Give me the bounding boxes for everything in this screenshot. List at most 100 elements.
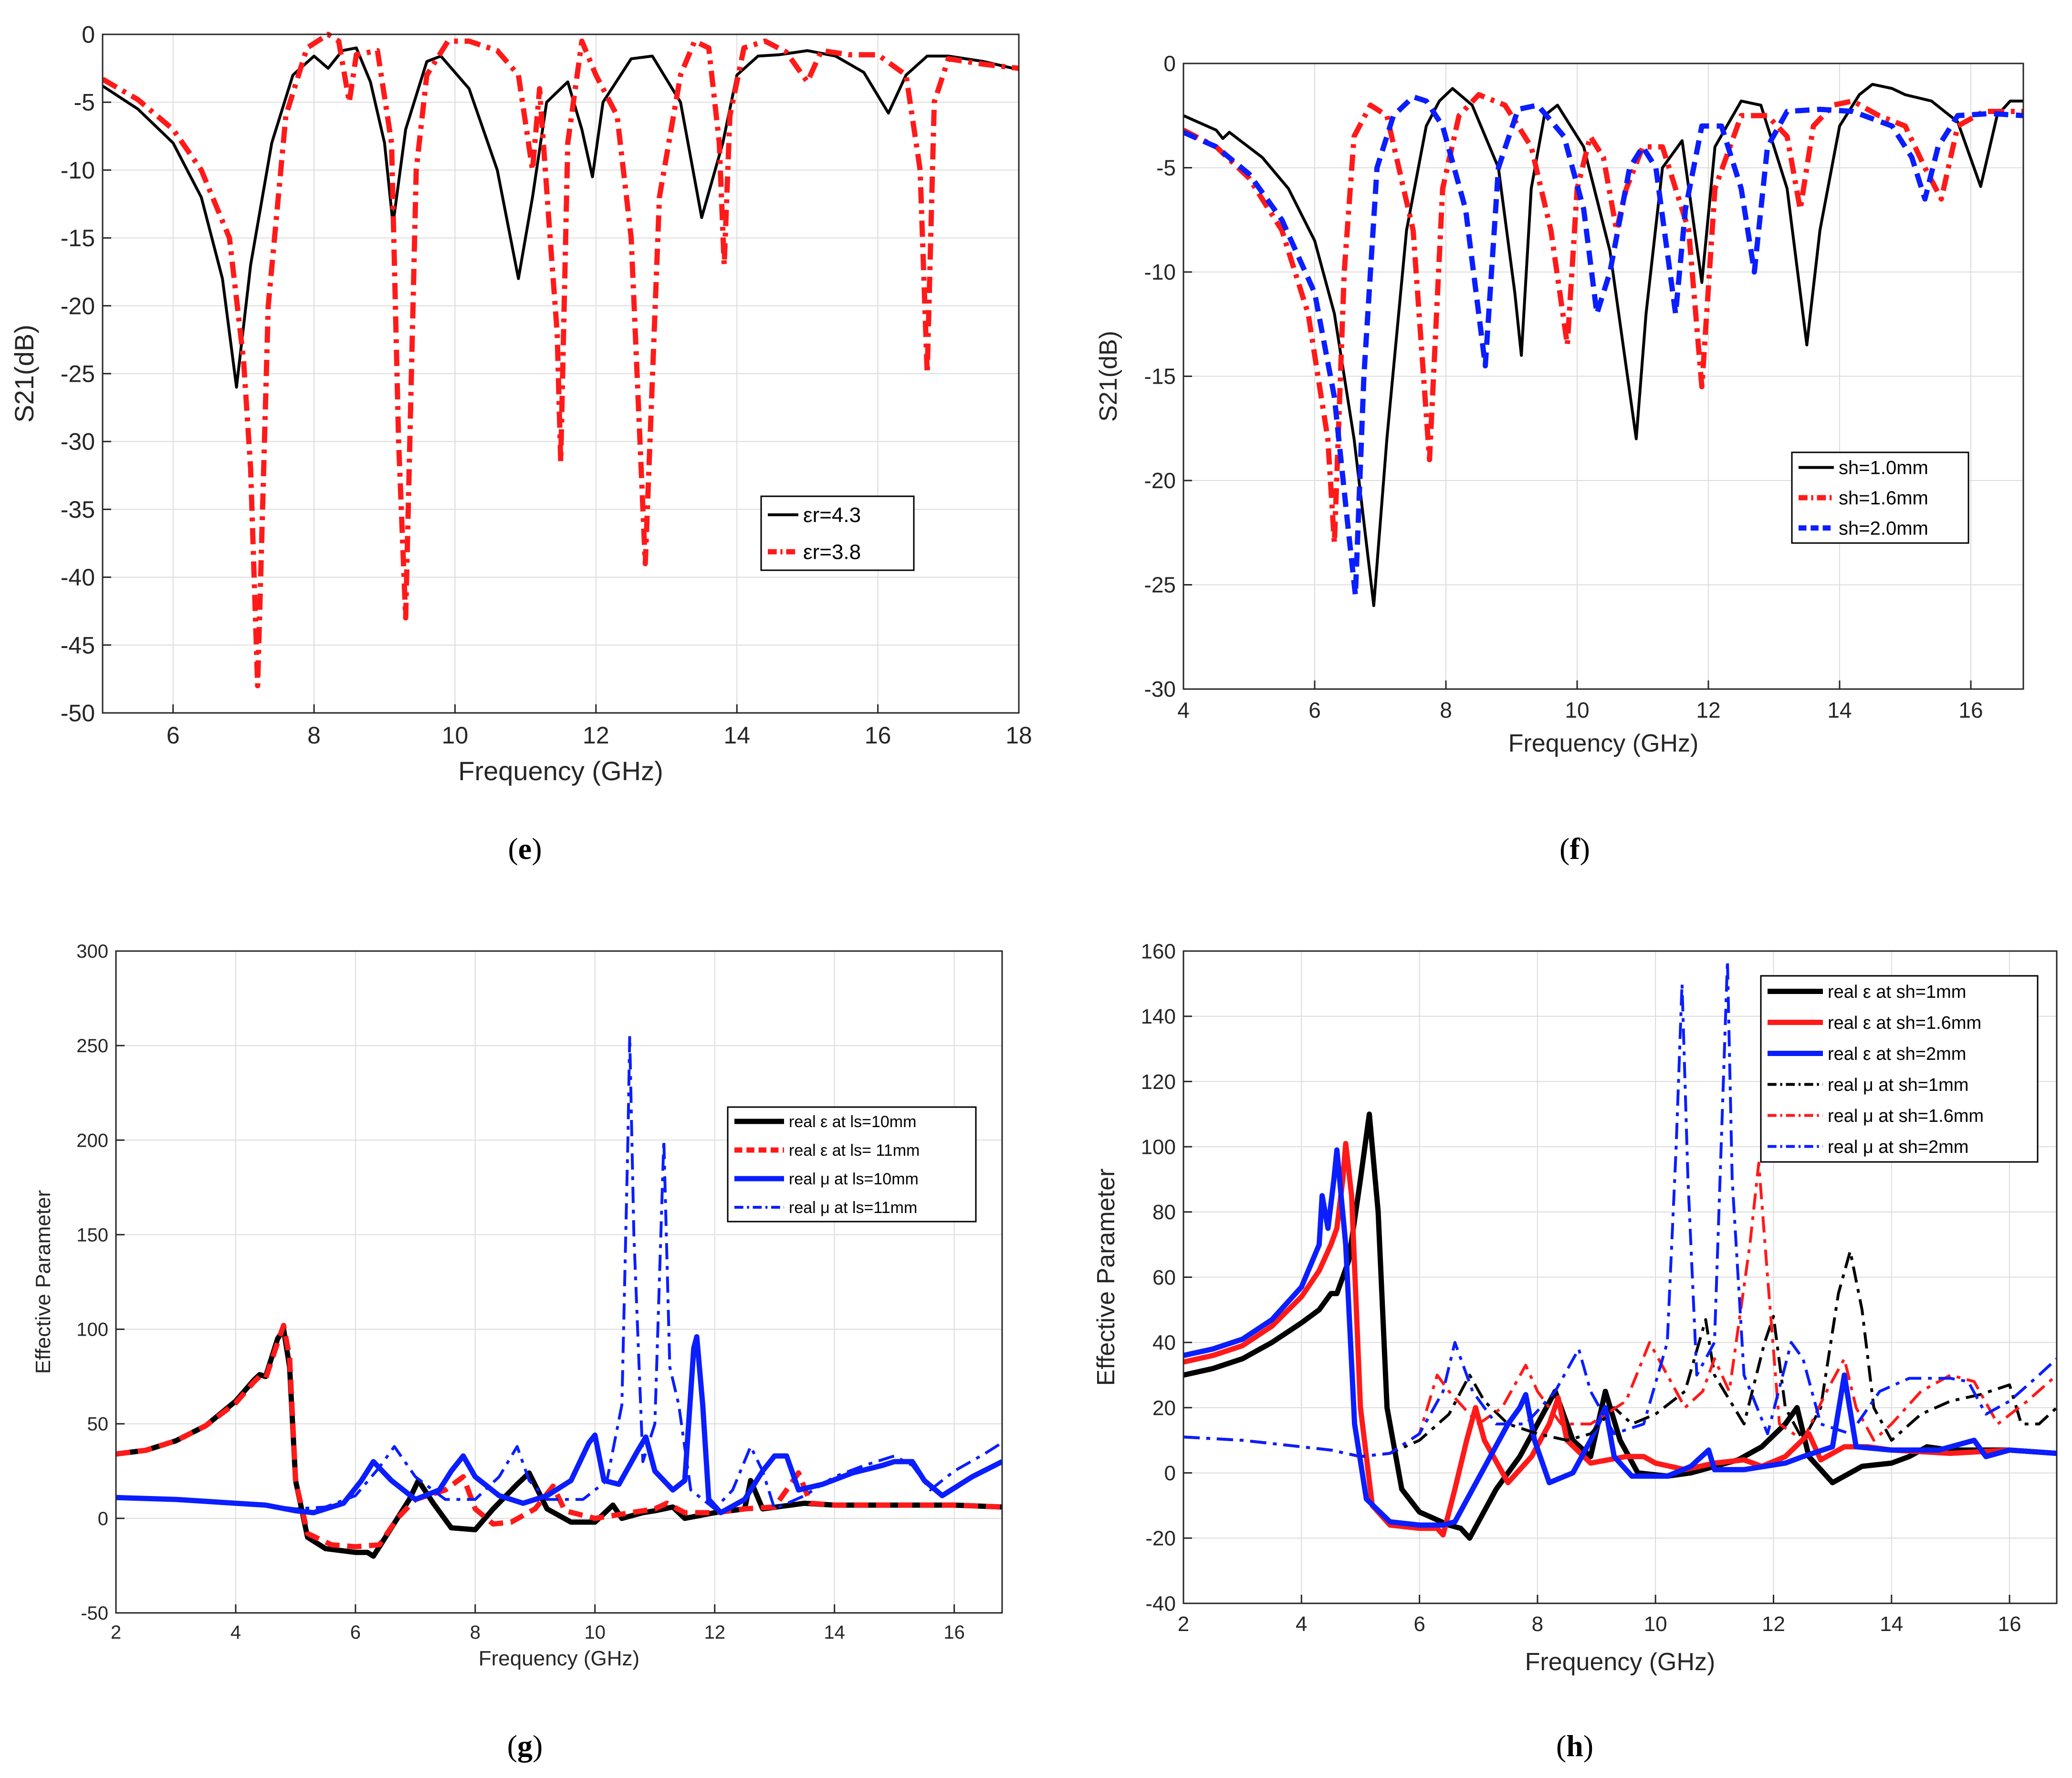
y-tick-label: 60 xyxy=(1152,1266,1176,1289)
y-tick-label: -50 xyxy=(81,1603,108,1624)
chart-g: 2 4 6 8 10 12 14 16 300 250 200 150 100 50 0 -50 Frequen… xyxy=(31,941,1003,1763)
legend-entry: sh=2.0mm xyxy=(1839,518,1928,539)
series-line-f-0 xyxy=(1183,83,2023,607)
series-line-g-1 xyxy=(116,1323,1002,1549)
x-tick-label: 10 xyxy=(1644,1612,1667,1636)
y-tick-label: -30 xyxy=(1144,677,1176,701)
x-tick-label: 4 xyxy=(1177,698,1190,722)
y-tick-label: 100 xyxy=(76,1319,108,1340)
x-tick-label: 16 xyxy=(865,722,891,749)
y-tick-label: 0 xyxy=(98,1508,108,1529)
legend-entry: real μ at sh=1mm xyxy=(1828,1075,1968,1095)
chart-f: 4 6 8 10 12 14 16 0 -5 -10 -15 -20 -25 -30 Frequency (… xyxy=(1095,51,2024,866)
y-tick-label: -20 xyxy=(1145,1527,1176,1550)
x-tick-label: 12 xyxy=(704,1622,725,1643)
series-line-f-1 xyxy=(1183,92,2023,546)
y-tick-label: -35 xyxy=(61,496,95,523)
series-line-h-1 xyxy=(1183,1140,2057,1537)
series-line-e-1 xyxy=(103,31,1019,689)
x-tick-label: 8 xyxy=(1532,1612,1543,1636)
x-tick-label: 10 xyxy=(442,722,469,749)
y-axis-label: S21(dB) xyxy=(1095,331,1122,422)
y-tick-label: 140 xyxy=(1141,1005,1176,1028)
series-line-h-0 xyxy=(1183,1111,2057,1541)
y-tick-label: -30 xyxy=(61,429,95,455)
y-tick-label: -40 xyxy=(61,564,95,591)
legend-entry: real ε at ls= 11mm xyxy=(789,1141,920,1160)
x-tick-label: 8 xyxy=(1440,698,1452,722)
x-tick-label: 4 xyxy=(230,1622,241,1643)
y-tick-label: -45 xyxy=(61,632,95,659)
panel-label-h: (h) xyxy=(1556,1729,1593,1763)
x-tick-label: 2 xyxy=(1178,1612,1189,1636)
y-tick-label: 0 xyxy=(1164,1462,1176,1485)
y-tick-label: 200 xyxy=(76,1130,108,1151)
y-tick-label: 50 xyxy=(87,1414,109,1435)
legend-entry: sh=1.0mm xyxy=(1839,458,1928,479)
x-tick-label: 14 xyxy=(723,722,750,749)
x-tick-label: 16 xyxy=(943,1622,965,1643)
series-line-h-4 xyxy=(1183,1161,2057,1458)
y-tick-label: -5 xyxy=(1156,156,1176,180)
legend-box xyxy=(727,1106,977,1223)
y-axis-label: S21(dB) xyxy=(9,324,39,422)
legend-entry: real μ at sh=1.6mm xyxy=(1828,1106,1984,1126)
x-tick-label: 12 xyxy=(583,722,609,749)
legend-entry: real ε at sh=1.6mm xyxy=(1828,1013,1981,1033)
x-tick-label: 14 xyxy=(1880,1612,1903,1636)
legend-entry: real μ at ls=10mm xyxy=(789,1170,919,1188)
y-tick-label: -10 xyxy=(1144,260,1176,284)
legend-entry: real ε at sh=2mm xyxy=(1828,1044,1966,1064)
panel-label-e: (e) xyxy=(508,832,542,866)
legend-entry: real ε at ls=10mm xyxy=(789,1113,916,1131)
y-tick-label: -40 xyxy=(1145,1592,1176,1615)
x-tick-label: 2 xyxy=(111,1622,121,1643)
chart-h: 2 4 6 8 10 12 14 16 160 140 120 100 80 60 40 20 0 -20 -40 F… xyxy=(1092,940,2058,1763)
y-tick-label: 120 xyxy=(1141,1070,1176,1094)
legend-entry: εr=3.8 xyxy=(803,541,861,564)
panel-label-g: (g) xyxy=(507,1729,543,1763)
y-tick-label: 80 xyxy=(1152,1201,1176,1224)
legend-entry: real ε at sh=1mm xyxy=(1828,982,1966,1002)
x-tick-label: 16 xyxy=(1958,698,1983,722)
y-tick-label: 20 xyxy=(1152,1396,1176,1420)
x-tick-label: 12 xyxy=(1696,698,1720,722)
y-tick-label: 250 xyxy=(76,1035,108,1056)
x-tick-label: 6 xyxy=(350,1622,361,1643)
x-tick-label: 14 xyxy=(1827,698,1852,722)
legend-box xyxy=(1760,975,2039,1163)
y-tick-label: 160 xyxy=(1141,940,1176,963)
x-tick-label: 10 xyxy=(585,1622,606,1643)
series-line-e-0 xyxy=(103,46,1019,389)
series-line-g-2 xyxy=(116,1334,1002,1516)
x-tick-label: 8 xyxy=(470,1622,481,1643)
y-tick-label: 100 xyxy=(1141,1136,1176,1159)
x-tick-label: 12 xyxy=(1762,1612,1785,1636)
x-tick-label: 18 xyxy=(1005,722,1032,749)
y-tick-label: -25 xyxy=(1144,573,1176,597)
x-axis-label: Frequency (GHz) xyxy=(1508,730,1699,757)
series-line-h-5 xyxy=(1183,959,2057,1458)
x-axis-label: Frequency (GHz) xyxy=(458,756,663,786)
x-tick-label: 8 xyxy=(307,722,321,749)
y-tick-label: 0 xyxy=(82,21,95,48)
series-line-f-2 xyxy=(1183,94,2023,598)
y-tick-label: -15 xyxy=(1144,364,1176,389)
y-tick-label: -10 xyxy=(61,157,95,184)
x-tick-label: 14 xyxy=(824,1622,845,1643)
y-tick-label: -15 xyxy=(61,225,95,251)
x-tick-label: 6 xyxy=(1308,698,1321,722)
y-axis-label: Effective Parameter xyxy=(31,1190,55,1374)
x-axis-label: Frequency (GHz) xyxy=(479,1647,639,1670)
y-tick-label: -20 xyxy=(1144,468,1176,493)
x-tick-label: 16 xyxy=(1998,1612,2021,1636)
x-axis-label: Frequency (GHz) xyxy=(1525,1648,1716,1676)
y-tick-label: -20 xyxy=(61,293,95,319)
series-line-g-3 xyxy=(116,1035,1002,1510)
y-axis-label: Effective Parameter xyxy=(1092,1169,1120,1386)
legend-box xyxy=(760,495,915,571)
y-tick-label: 150 xyxy=(76,1224,108,1245)
x-tick-label: 10 xyxy=(1565,698,1589,722)
panel-label-f: (f) xyxy=(1559,832,1590,866)
